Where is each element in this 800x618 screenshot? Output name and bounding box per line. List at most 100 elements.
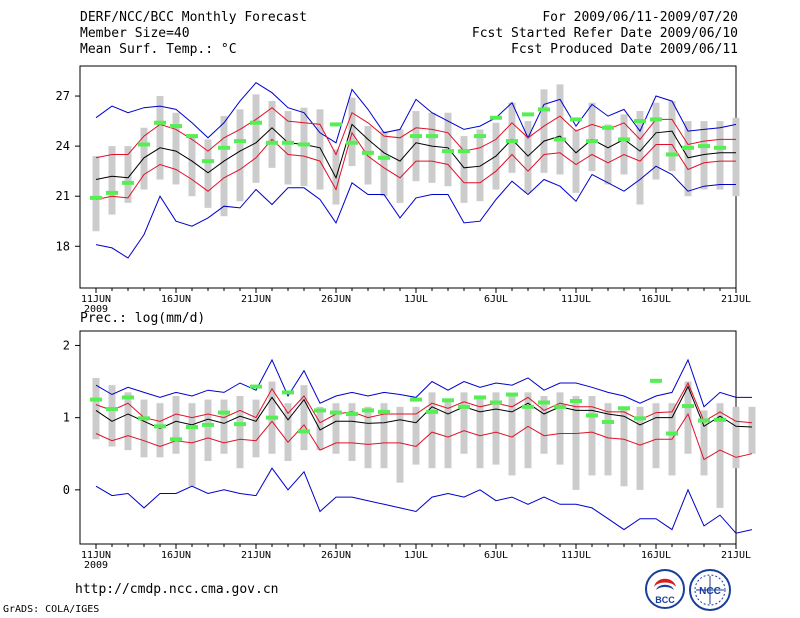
precip-obs-marker [458,404,470,409]
precip-obs-marker [202,422,214,427]
temp-obs-marker [362,150,374,155]
temp-spread-box [396,129,404,203]
temp-spread-box [540,89,548,173]
precip-spread-box [716,403,724,508]
temp-spread-box [204,139,212,208]
temp-obs-marker [442,149,454,154]
temp-spread-box [316,109,324,190]
temp-obs-marker [90,195,102,200]
precip-spread-box [204,399,212,461]
precip-xtick-label: 21JUN [241,550,271,561]
precip-spread-box [492,392,500,465]
temp-xtick-label: 16JUN [161,294,191,305]
temp-obs-marker [426,134,438,139]
forecast-start-date: Fcst Started Refer Date 2009/06/10 [471,26,738,41]
precip-spread-box [700,410,708,476]
temp-obs-marker [698,144,710,149]
temp-spread-box [188,137,196,197]
temp-spread-box [684,121,692,197]
temp-spread-box [108,146,116,215]
temp-spread-box [284,111,292,185]
temp-spread-box [172,112,180,185]
header-left: DERF/NCC/BCC Monthly Forecast Member Siz… [80,10,307,58]
temp-spread-box [716,121,724,190]
precip-xtick-label: 16JUL [641,550,671,561]
precip-spread-box [476,395,484,469]
grads-credit: GrADS: COLA/IGES [3,604,100,615]
precip-spread-box [124,392,132,451]
temp-obs-marker [602,125,614,130]
forecast-title: DERF/NCC/BCC Monthly Forecast [80,10,307,25]
temp-spread-box [588,102,596,172]
precip-spread-box [540,395,548,454]
precip-spread-box [460,392,468,454]
precip-line-ensemble-max [95,358,752,408]
temp-obs-marker [170,124,182,129]
precip-line-ensemble-min [95,467,753,534]
temp-obs-marker [154,120,166,125]
temp-obs-marker [250,120,262,125]
temp-obs-marker [234,139,246,144]
temp-obs-marker [330,122,342,127]
temp-spread-box [476,129,484,202]
precip-obs-marker [714,417,726,422]
temp-spread-box [412,111,420,182]
temp-obs-marker [634,119,646,124]
precip-obs-marker [634,416,646,421]
temp-spread-box [556,84,564,175]
precip-ytick-label: 1 [63,411,70,425]
precip-obs-marker [410,397,422,402]
bcc-logo-text: BCC [655,595,675,605]
temp-obs-marker [458,149,470,154]
precip-spread-box [92,377,100,440]
temp-obs-marker [506,139,518,144]
temp-spread-box [140,127,148,190]
precip-spread-box [236,395,244,469]
precip-obs-marker [266,415,278,420]
precip-obs-marker [570,399,582,404]
temp-line-mean-sd [95,131,736,200]
precip-obs-marker [250,384,262,389]
forecast-period: For 2009/06/11-2009/07/20 [542,10,738,25]
temp-ytick-label: 24 [56,139,70,153]
precip-spread-box [332,403,340,454]
temp-line-mean-sd [95,107,736,159]
precip-spread-box [428,392,436,469]
temp-spread-box [252,94,260,183]
precip-title: Prec.: log(mm/d) [80,311,205,326]
precip-obs-marker [106,406,118,411]
precip-spread-box [652,403,660,469]
precip-spread-box [252,399,260,458]
precip-obs-marker [330,410,342,415]
temp-spread-box [636,111,644,205]
temp-obs-marker [218,145,230,150]
precip-obs-marker [474,395,486,400]
temp-obs-marker [666,152,678,157]
footer-url[interactable]: http://cmdp.ncc.cma.gov.cn [75,582,279,597]
temp-panel: 18 21 24 27 11JUN 16JUN 21JUN 26JUN 1JUL 6JUL 11JU… [56,65,751,315]
precip-line-ensemble-mean [95,385,753,431]
temp-spread-box [732,117,740,197]
ncc-logo-icon: NCC [689,569,731,611]
precip-obs-marker [346,412,358,417]
temp-xtick-label: 21JUL [721,294,751,305]
precip-obs-marker [698,418,710,423]
temp-obs-marker [298,142,310,147]
temp-xtick-label: 11JUN [81,294,111,305]
precip-spread-box [108,385,116,447]
temp-xtick-label: 6JUL [484,294,508,305]
temp-obs-marker [138,142,150,147]
precip-spread-box [364,406,372,469]
temp-ytick-label: 27 [56,89,70,103]
precip-obs-marker [618,406,630,411]
precip-spread-box [188,403,196,487]
temp-spread-box [700,121,708,190]
precip-obs-marker [378,409,390,414]
ncc-logo-text: NCC [699,586,721,597]
precip-line-mean-sd [95,412,753,461]
precip-obs-marker [170,437,182,442]
temp-xtick-label: 26JUN [321,294,351,305]
precip-spread-box [348,403,356,461]
temp-obs-marker [538,107,550,112]
